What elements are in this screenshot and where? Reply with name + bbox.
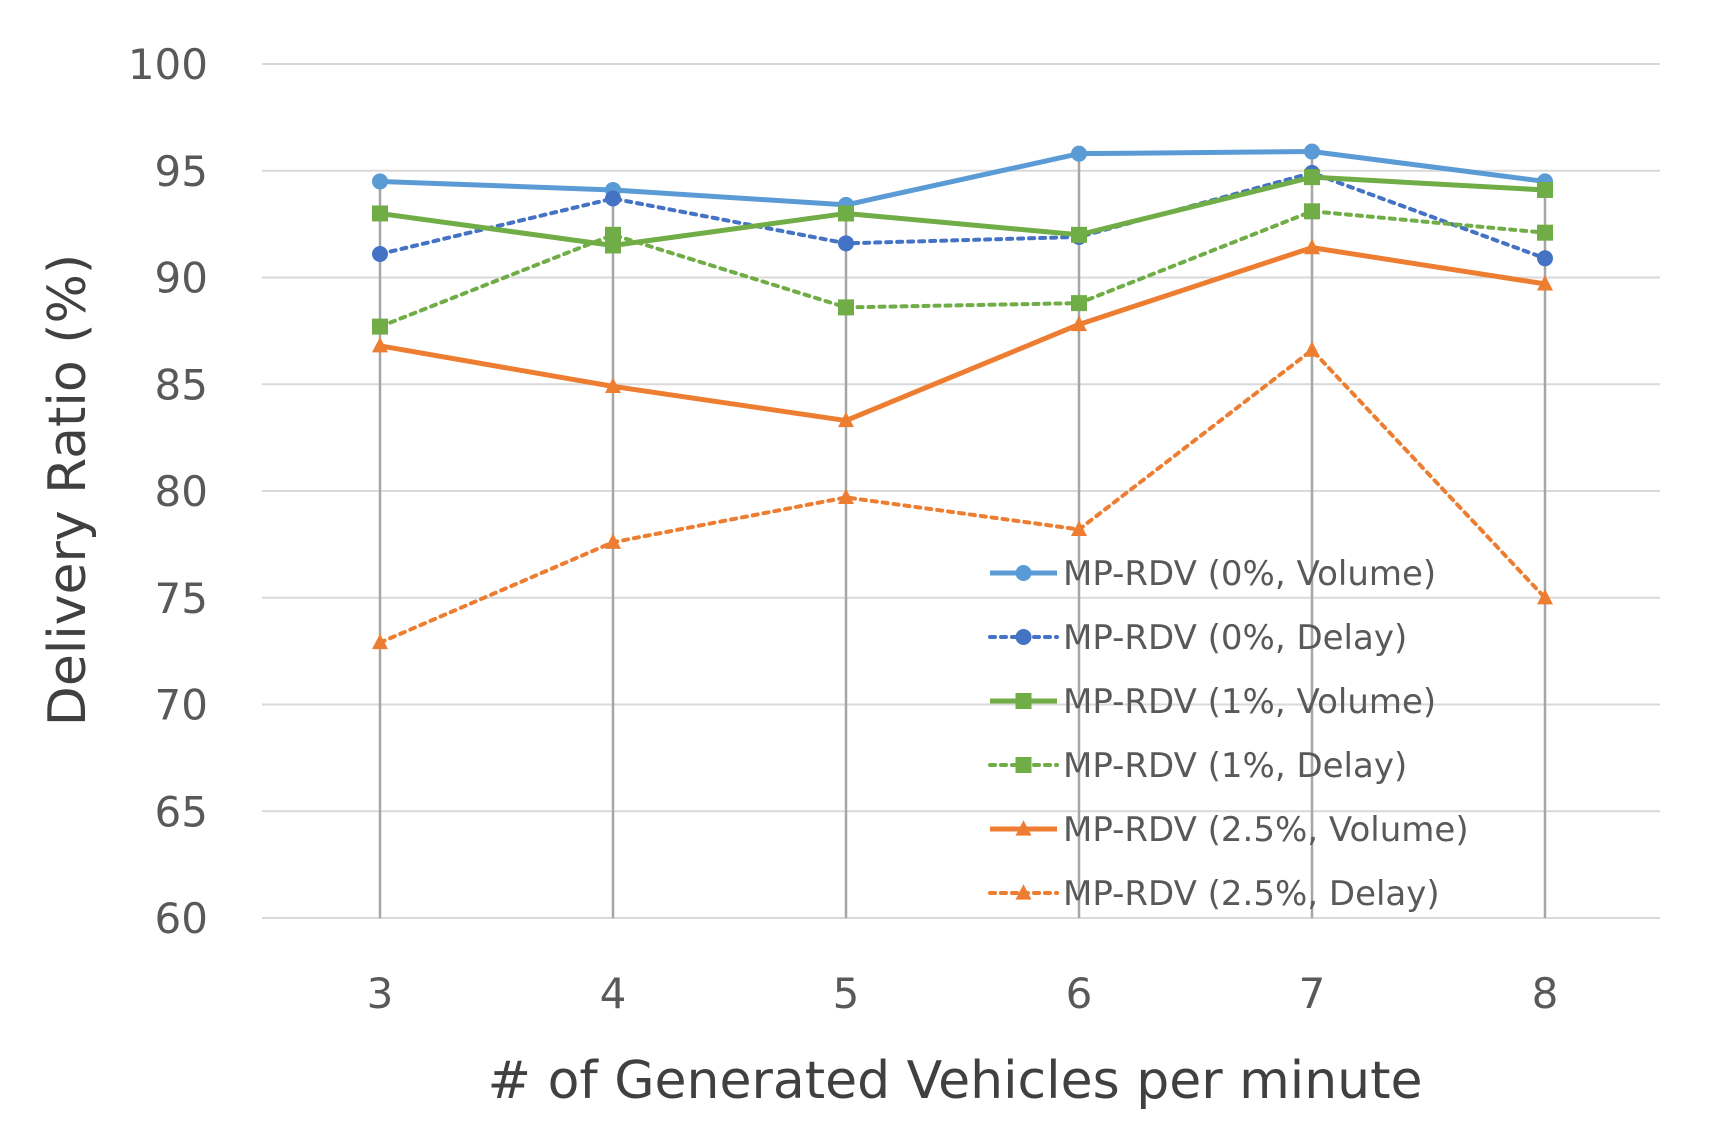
series-line-2 xyxy=(378,170,1547,261)
series-line-1 xyxy=(379,149,1546,208)
series-3-point-7 xyxy=(1304,169,1320,186)
series-3-point-8 xyxy=(1537,181,1553,198)
legend-entry-4: MP-RDV (1%, Delay) xyxy=(988,746,1407,786)
x-axis-title: # of Generated Vehicles per minute xyxy=(487,1051,1422,1111)
series-3 xyxy=(372,169,1553,254)
series-3-point-6 xyxy=(1071,226,1087,243)
y-tick-label-75: 75 xyxy=(155,574,208,623)
y-axis-title: Delivery Ratio (%) xyxy=(38,254,98,726)
legend-label-4: MP-RDV (1%, Delay) xyxy=(1063,746,1407,786)
series-6-point-8 xyxy=(1537,588,1553,605)
legend-label-2: MP-RDV (0%, Delay) xyxy=(1063,618,1407,658)
y-tick-label-90: 90 xyxy=(155,254,208,303)
series-2-point-8 xyxy=(1537,250,1553,267)
series-5 xyxy=(372,238,1553,428)
x-tick-label-4: 4 xyxy=(600,969,627,1018)
series-4-point-3 xyxy=(372,318,388,335)
series-line-3 xyxy=(379,174,1546,248)
series-6-point-6 xyxy=(1071,520,1087,537)
series-5-point-6 xyxy=(1071,315,1087,332)
series-4-point-5 xyxy=(838,299,854,316)
series-1 xyxy=(372,143,1553,213)
legend-label-1: MP-RDV (0%, Volume) xyxy=(1063,554,1436,594)
legend-marker-1 xyxy=(1015,565,1032,581)
series-2-point-5 xyxy=(838,235,854,252)
horizontal-gridlines xyxy=(262,63,1660,919)
y-tick-label-80: 80 xyxy=(155,467,208,516)
series-layer xyxy=(372,143,1553,650)
series-1-point-7 xyxy=(1304,143,1320,160)
series-6-point-7 xyxy=(1304,341,1320,357)
series-3-point-3 xyxy=(372,205,388,222)
legend-marker-3 xyxy=(1015,693,1032,709)
series-3-point-5 xyxy=(838,205,854,222)
y-tick-label-85: 85 xyxy=(155,360,208,409)
legend-marker-5 xyxy=(1015,820,1032,836)
series-6-point-5 xyxy=(838,488,854,505)
series-1-point-6 xyxy=(1071,145,1087,162)
legend-entry-6: MP-RDV (2.5%, Delay) xyxy=(988,874,1440,914)
x-axis-tick-labels: 3 4 5 6 7 8 xyxy=(367,969,1559,1018)
legend-label-3: MP-RDV (1%, Volume) xyxy=(1063,682,1436,722)
x-tick-label-8: 8 xyxy=(1532,969,1559,1018)
x-tick-label-7: 7 xyxy=(1299,969,1326,1018)
x-tick-label-3: 3 xyxy=(367,969,394,1018)
legend: MP-RDV (0%, Volume) MP-RDV (0%, Delay) MP-… xyxy=(988,554,1469,914)
legend-entry-3: MP-RDV (1%, Volume) xyxy=(990,682,1436,722)
series-6-point-3 xyxy=(372,633,388,650)
y-tick-label-95: 95 xyxy=(155,147,208,196)
series-line-6 xyxy=(378,348,1547,645)
legend-marker-6 xyxy=(1015,884,1032,900)
legend-marker-2 xyxy=(1015,629,1032,645)
series-line-4 xyxy=(378,209,1547,329)
series-1-point-3 xyxy=(372,173,388,190)
x-tick-label-5: 5 xyxy=(833,969,860,1018)
series-6 xyxy=(372,341,1553,650)
series-4-point-8 xyxy=(1537,224,1553,241)
series-line-5 xyxy=(379,245,1546,424)
legend-entry-5: MP-RDV (2.5%, Volume) xyxy=(990,810,1469,850)
series-4-point-7 xyxy=(1304,203,1320,220)
vertical-drop-lines xyxy=(378,151,1547,918)
legend-label-6: MP-RDV (2.5%, Delay) xyxy=(1063,874,1440,914)
y-tick-label-70: 70 xyxy=(155,681,208,730)
series-6-point-4 xyxy=(605,533,621,549)
series-5-point-8 xyxy=(1537,275,1553,291)
y-tick-label-65: 65 xyxy=(155,787,208,836)
series-2-point-3 xyxy=(372,246,388,263)
legend-entry-1: MP-RDV (0%, Volume) xyxy=(990,554,1436,594)
series-5-point-5 xyxy=(838,411,854,428)
legend-entry-2: MP-RDV (0%, Delay) xyxy=(988,618,1407,658)
series-5-point-7 xyxy=(1304,238,1320,255)
y-tick-label-60: 60 xyxy=(155,894,208,943)
series-2-point-4 xyxy=(605,190,621,207)
series-4-point-4 xyxy=(605,226,621,243)
legend-label-5: MP-RDV (2.5%, Volume) xyxy=(1063,810,1469,850)
x-tick-label-6: 6 xyxy=(1066,969,1093,1018)
series-4 xyxy=(372,203,1553,335)
series-5-point-4 xyxy=(605,377,621,393)
legend-marker-4 xyxy=(1015,757,1032,773)
series-4-point-6 xyxy=(1071,295,1087,312)
series-5-point-3 xyxy=(372,337,388,353)
y-tick-label-100: 100 xyxy=(128,40,208,89)
y-axis-tick-labels: 60 65 70 75 80 85 90 95 100 xyxy=(128,40,208,943)
